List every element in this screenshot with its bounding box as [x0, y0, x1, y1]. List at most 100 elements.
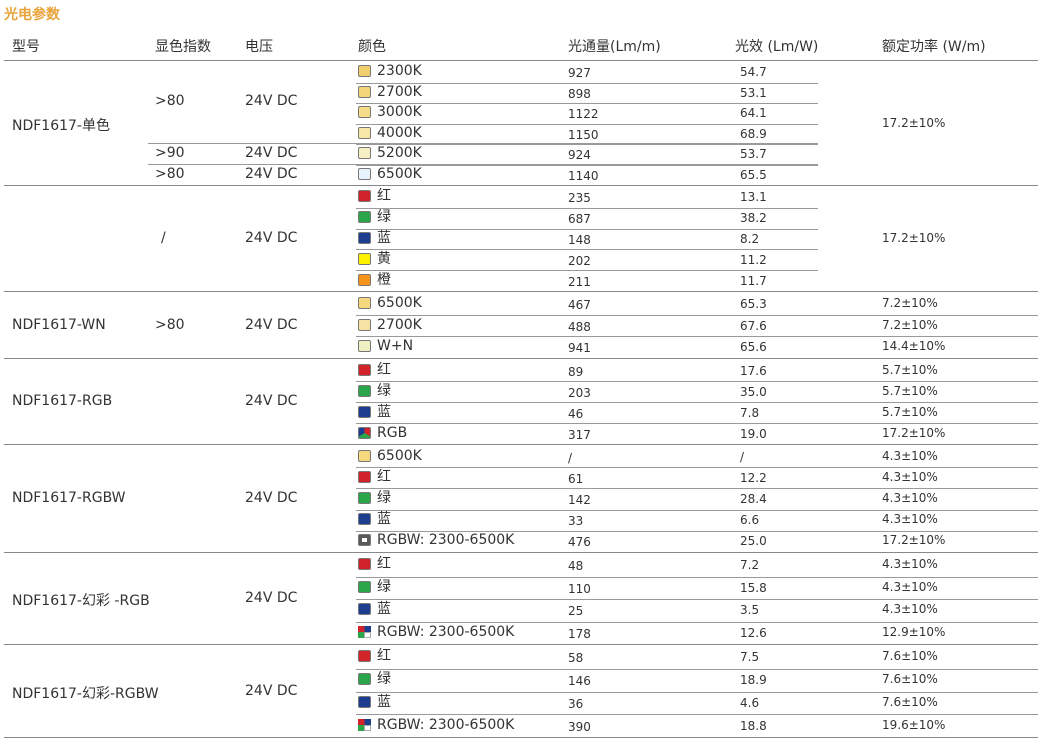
- efficacy-value: 18.8: [740, 718, 767, 733]
- row-divider: [356, 692, 1038, 693]
- row-divider: [356, 144, 818, 145]
- efficacy-value: 53.1: [740, 85, 767, 100]
- row-divider: [356, 488, 1038, 489]
- color-label: 红: [377, 188, 391, 205]
- color-swatch-icon: [358, 296, 371, 309]
- color-cell: 红: [358, 556, 391, 572]
- efficacy-value: 15.8: [740, 580, 767, 595]
- voltage-value: 24V DC: [245, 393, 298, 409]
- efficacy-value: 38.2: [740, 211, 767, 226]
- efficacy-value: 12.6: [740, 625, 767, 640]
- color-swatch-icon: [358, 147, 371, 160]
- flux-value: 142: [568, 493, 591, 507]
- voltage-value: 24V DC: [245, 590, 298, 606]
- power-value: 17.2±10%: [882, 115, 946, 130]
- cri-group-divider: [148, 143, 818, 144]
- color-cell: 6500K: [358, 448, 422, 464]
- color-cell: W+N: [358, 338, 413, 354]
- power-value: 5.7±10%: [882, 383, 938, 398]
- color-swatch-icon: [358, 318, 371, 331]
- color-swatch-icon: [358, 673, 371, 686]
- efficacy-value: 11.7: [740, 273, 767, 288]
- cri-value: /: [161, 230, 166, 246]
- color-label: 蓝: [377, 511, 391, 528]
- color-cell: 绿: [358, 490, 391, 506]
- efficacy-value: 7.5: [740, 650, 760, 665]
- color-label: RGBW: 2300-6500K: [377, 716, 515, 733]
- color-cell: 绿: [358, 579, 391, 595]
- color-label: 红: [377, 468, 391, 485]
- efficacy-value: 13.1: [740, 190, 767, 205]
- color-swatch-icon: [358, 384, 371, 397]
- color-label: 6500K: [377, 165, 422, 182]
- color-swatch-icon: [358, 273, 371, 286]
- efficacy-value: 3.5: [740, 603, 760, 618]
- power-value: 5.7±10%: [882, 362, 938, 377]
- power-value: 17.2±10%: [882, 425, 946, 440]
- color-swatch-icon: [358, 513, 371, 526]
- color-swatch-icon: [358, 126, 371, 139]
- efficacy-value: 68.9: [740, 126, 767, 141]
- row-divider: [356, 622, 1038, 623]
- rgb-swatch-icon: [358, 426, 371, 439]
- efficacy-value: 35.0: [740, 384, 767, 399]
- color-cell: 蓝: [358, 601, 391, 617]
- model-name: NDF1617-RGBW: [12, 490, 126, 506]
- header-efficacy: 光效 (Lm/W): [735, 39, 819, 55]
- efficacy-value: 12.2: [740, 470, 767, 485]
- flux-value: 36: [568, 696, 584, 711]
- voltage-value: 24V DC: [245, 145, 298, 162]
- flux-value: /: [568, 450, 573, 465]
- color-cell: 绿: [358, 209, 391, 225]
- color-label: 2700K: [377, 83, 422, 100]
- color-label: 绿: [377, 209, 391, 226]
- header-cri: 显色指数: [155, 39, 211, 55]
- color-cell: RGBW: 2300-6500K: [358, 624, 514, 640]
- color-swatch-icon: [358, 603, 371, 616]
- group-divider: [4, 444, 1038, 445]
- model-name: NDF1617-WN: [12, 316, 106, 333]
- flux-value: 898: [568, 86, 591, 101]
- color-cell: 红: [358, 362, 391, 378]
- flux-value: 235: [568, 191, 591, 206]
- color-swatch-icon: [358, 232, 371, 244]
- color-cell: 5200K: [358, 145, 422, 161]
- efficacy-value: 11.2: [740, 252, 767, 267]
- flux-value: 467: [568, 297, 591, 312]
- color-cell: 3000K: [358, 104, 422, 120]
- header-color: 颜色: [358, 39, 386, 55]
- row-divider: [356, 165, 818, 166]
- color-label: 6500K: [377, 294, 422, 311]
- row-divider: [356, 577, 1038, 578]
- color-swatch-icon: [358, 470, 371, 483]
- row-divider: [356, 83, 818, 84]
- efficacy-value: 25.0: [740, 534, 767, 549]
- color-swatch-icon: [358, 85, 371, 98]
- efficacy-value: 7.2: [740, 558, 760, 573]
- efficacy-value: 28.4: [740, 492, 767, 506]
- color-cell: 蓝: [358, 230, 391, 246]
- power-value: 4.3±10%: [882, 448, 938, 463]
- power-value: 4.3±10%: [882, 557, 938, 572]
- efficacy-value: 53.7: [740, 147, 767, 162]
- row-divider: [356, 208, 818, 209]
- row-divider: [356, 423, 1038, 424]
- efficacy-value: 6.6: [740, 513, 760, 528]
- flux-value: 33: [568, 514, 584, 529]
- header-voltage: 电压: [245, 39, 273, 55]
- group-divider: [4, 737, 1038, 738]
- header-flux: 光通量(Lm/m): [568, 39, 661, 55]
- color-swatch-icon: [358, 340, 371, 353]
- flux-value: 58: [568, 651, 584, 666]
- flux-value: 1122: [568, 107, 599, 122]
- header-divider: [4, 60, 1038, 61]
- color-label: W+N: [377, 338, 414, 355]
- color-cell: 红: [358, 648, 391, 664]
- color-label: 6500K: [377, 447, 422, 464]
- color-label: 2700K: [377, 316, 422, 333]
- row-divider: [356, 124, 818, 125]
- efficacy-value: /: [740, 449, 745, 464]
- flux-value: 390: [568, 719, 591, 734]
- flux-value: 1140: [568, 168, 599, 183]
- color-cell: RGBW: 2300-6500K: [358, 532, 514, 548]
